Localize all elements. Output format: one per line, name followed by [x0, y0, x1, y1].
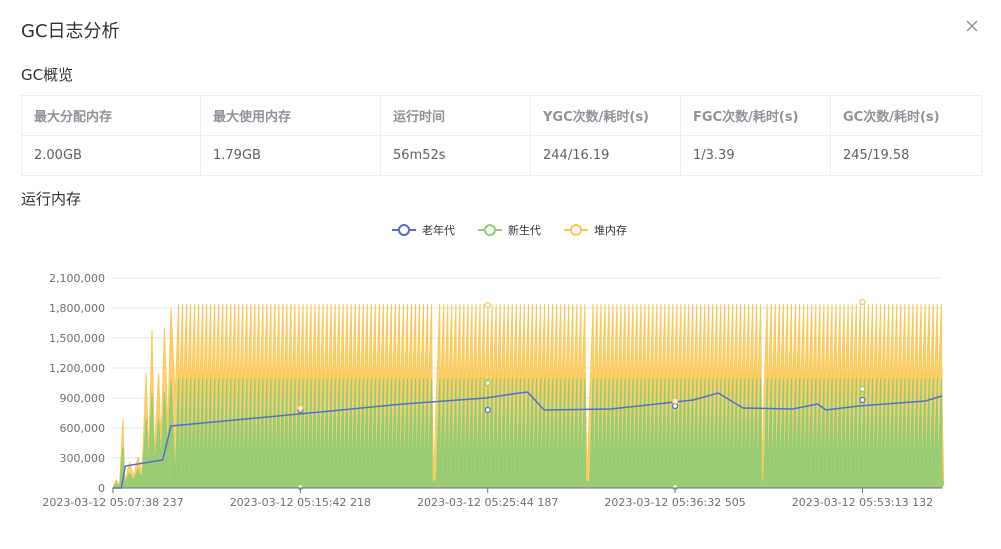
- data-point: [297, 404, 304, 412]
- header-ygc: YGC次数/耗时(s): [530, 95, 681, 136]
- data-point: [859, 385, 866, 393]
- y-axis: 0 300,000 600,000 900,000 1,200,000 1,500,000…: [49, 272, 105, 495]
- data-point: [671, 402, 679, 410]
- legend-label: 新生代: [508, 223, 541, 237]
- table-header-row: 最大分配内存 最大使用内存 运行时间 YGC次数/耗时(s) FGC次数/耗时(…: [21, 95, 982, 136]
- overview-table: 最大分配内存 最大使用内存 运行时间 YGC次数/耗时(s) FGC次数/耗时(…: [21, 95, 982, 176]
- legend-label: 堆内存: [594, 223, 627, 237]
- header-max-used: 最大使用内存: [200, 95, 381, 136]
- legend-marker: [570, 224, 582, 236]
- data-point: [859, 396, 866, 404]
- cell-gc: 245/19.58: [830, 135, 982, 176]
- memory-chart: 老年代 新生代 堆内存 0 300,000 600,000 900,000 1,200,00…: [0, 215, 1001, 515]
- y-tick-label: 1,500,000: [49, 332, 105, 345]
- cell-ygc: 244/16.19: [530, 135, 681, 176]
- cell-max-allocated: 2.00GB: [21, 135, 201, 176]
- y-tick-label: 600,000: [60, 422, 106, 435]
- y-tick-label: 2,100,000: [49, 272, 105, 285]
- legend-item[interactable]: 老年代: [392, 223, 455, 237]
- cell-run-time: 56m52s: [380, 135, 531, 176]
- legend-marker: [398, 224, 410, 236]
- table-row: 2.00GB 1.79GB 56m52s 244/16.19 1/3.39 24…: [21, 135, 982, 176]
- y-tick-label: 0: [98, 482, 105, 495]
- y-tick-label: 1,200,000: [49, 362, 105, 375]
- chart-legend[interactable]: 老年代 新生代 堆内存: [392, 223, 627, 237]
- legend-label: 老年代: [422, 223, 455, 237]
- memory-chart-svg: 老年代 新生代 堆内存 0 300,000 600,000 900,000 1,200,00…: [42, 223, 945, 509]
- data-point: [859, 298, 866, 306]
- x-axis: 2023-03-12 05:07:38 237 2023-03-12 05:15:…: [42, 487, 942, 509]
- header-max-allocated: 最大分配内存: [21, 95, 201, 136]
- y-tick-label: 1,800,000: [49, 302, 105, 315]
- young-gen-series: [112, 377, 945, 489]
- y-tick-label: 900,000: [60, 392, 106, 405]
- data-point: [484, 406, 491, 414]
- x-tick-label: 2023-03-12 05:53:13 132: [792, 496, 933, 509]
- legend-item[interactable]: 堆内存: [564, 223, 627, 237]
- data-point: [484, 301, 491, 309]
- header-run-time: 运行时间: [380, 95, 531, 136]
- overview-section-title: GC概览: [21, 66, 74, 84]
- data-point: [671, 397, 679, 405]
- x-tick-label: 2023-03-12 05:07:38 237: [42, 496, 183, 509]
- cell-max-used: 1.79GB: [200, 135, 381, 176]
- header-fgc: FGC次数/耗时(s): [680, 95, 831, 136]
- header-gc: GC次数/耗时(s): [830, 95, 982, 136]
- legend-marker: [484, 224, 496, 236]
- y-tick-label: 300,000: [60, 452, 106, 465]
- x-tick-label: 2023-03-12 05:36:32 505: [604, 496, 745, 509]
- x-tick-label: 2023-03-12 05:15:42 218: [230, 496, 371, 509]
- plot-area: [112, 298, 945, 491]
- data-point: [484, 379, 491, 387]
- cell-fgc: 1/3.39: [680, 135, 831, 176]
- close-icon[interactable]: [963, 17, 981, 35]
- x-tick-label: 2023-03-12 05:25:44 187: [417, 496, 558, 509]
- legend-item[interactable]: 新生代: [478, 223, 541, 237]
- dialog-title: GC日志分析: [21, 21, 120, 42]
- old-gen-series: [113, 391, 943, 489]
- memory-section-title: 运行内存: [21, 190, 82, 208]
